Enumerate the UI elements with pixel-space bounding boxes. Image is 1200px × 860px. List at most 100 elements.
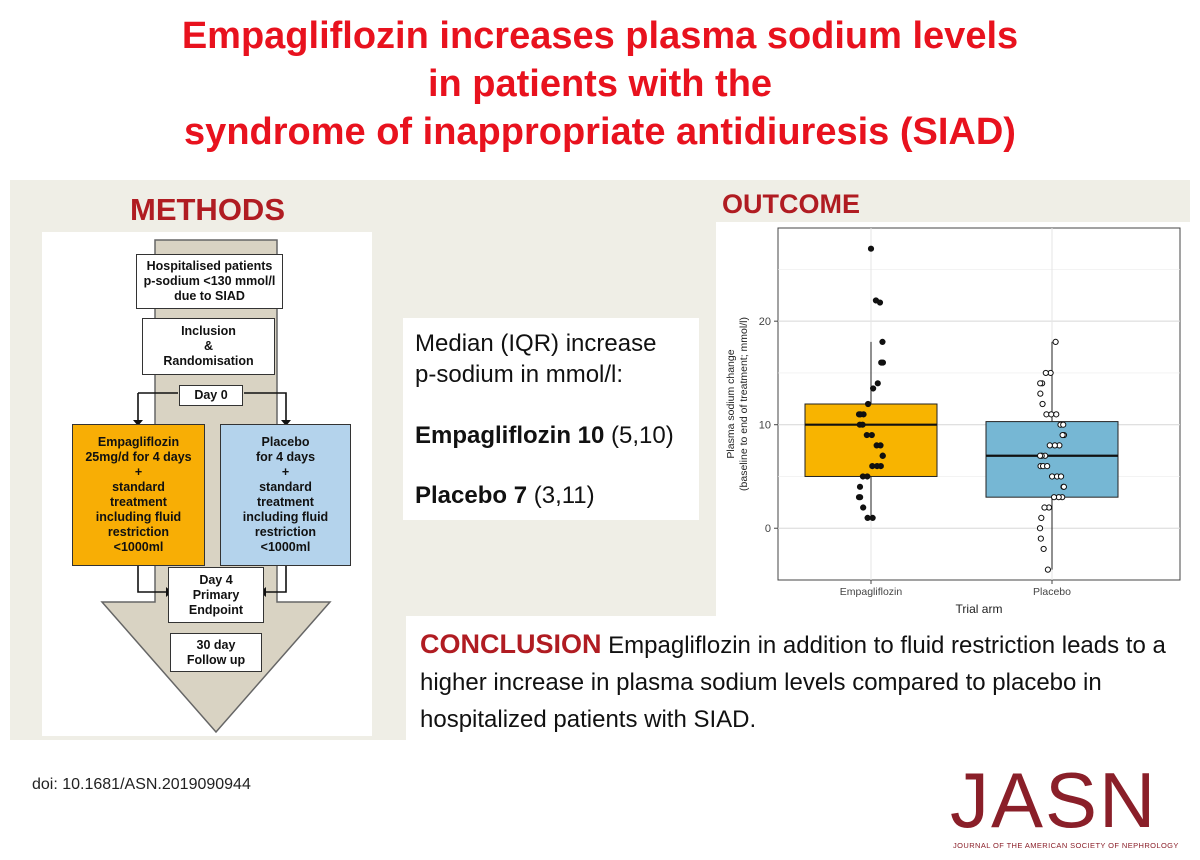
data-point [879, 338, 886, 345]
placebo-line: for 4 days [255, 450, 316, 464]
data-point [1060, 421, 1067, 428]
empa-line: Empagliflozin [97, 435, 180, 449]
followup-line: Follow up [186, 652, 246, 667]
data-point [857, 494, 864, 501]
data-point [1044, 463, 1051, 470]
doi-text: doi: 10.1681/ASN.2019090944 [32, 776, 251, 793]
placebo-line: <1000ml [260, 540, 311, 554]
data-point [864, 400, 872, 408]
data-point [859, 421, 866, 428]
empagliflozin-arm-box: Empagliflozin 25mg/d for 4 days + standa… [72, 424, 205, 566]
data-point [1036, 525, 1044, 532]
data-point [1059, 431, 1066, 439]
day4-line: Primary [192, 587, 240, 602]
data-point [869, 463, 876, 470]
data-point [1037, 380, 1044, 387]
median-heading: Median (IQR) increase p-sodium in mmol/l… [415, 328, 656, 390]
step-hospitalised-patients: Hospitalised patients p-sodium <130 mmol… [136, 254, 283, 309]
placebo-line: + [281, 465, 290, 479]
data-point [1048, 411, 1055, 418]
data-point [1037, 390, 1044, 397]
data-point [878, 359, 885, 366]
data-point [1051, 442, 1058, 449]
methods-heading: METHODS [130, 192, 285, 227]
step1-line: due to SIAD [174, 289, 245, 303]
step1-line: p-sodium <130 mmol/l [143, 274, 276, 288]
data-point [868, 431, 875, 439]
y-axis-label-line-1: Plasma sodium change [725, 349, 737, 458]
data-point [1046, 442, 1053, 449]
placebo-line: treatment [257, 495, 314, 509]
empa-line: restriction [107, 525, 170, 539]
day4-line: Endpoint [188, 602, 244, 617]
flow-connectors [137, 392, 287, 593]
data-point [1037, 535, 1044, 542]
data-point [870, 385, 877, 392]
title-line-1: Empagliflozin increases plasma sodium le… [181, 15, 1019, 57]
step-day-4-primary-endpoint: Day 4 Primary Endpoint [168, 567, 264, 623]
data-point [1057, 473, 1065, 480]
data-point [869, 514, 876, 521]
infographic-title: Empagliflozin increases plasma sodium le… [0, 12, 1200, 156]
data-point [1060, 483, 1067, 490]
boxplot-svg: 0 10 20 Empagliflozin Placebo Trial arm Plasma… [725, 227, 1181, 616]
step-inclusion-randomisation: Inclusion & Randomisation [142, 318, 275, 375]
step2-line: Inclusion [181, 324, 236, 338]
y-axis-label-line-2: (baseline to end of treatment; mmol/l) [738, 317, 750, 491]
jasn-logo-subtitle: JOURNAL OF THE AMERICAN SOCIETY OF NEPHR… [953, 841, 1179, 850]
x-tick-label: Empagliflozin [840, 586, 903, 598]
outcome-plot: 0 10 20 Empagliflozin Placebo Trial arm Plasma… [716, 222, 1190, 620]
median-placebo: Placebo 7 (3,11) [415, 482, 595, 510]
data-point [876, 299, 884, 306]
data-point [1038, 514, 1045, 521]
followup-line: 30 day [196, 637, 236, 652]
data-point [864, 514, 871, 521]
jasn-logo: JASN [950, 756, 1158, 844]
data-point [863, 431, 870, 439]
step1-line: Hospitalised patients [146, 259, 273, 273]
placebo-line: Placebo [261, 435, 310, 449]
step2-line: & [203, 339, 214, 353]
box-placebo [985, 421, 1119, 498]
title-line-2: in patients with the [427, 63, 773, 105]
median-placebo-label: Placebo 7 [415, 482, 528, 509]
data-point [856, 483, 864, 490]
data-point [1039, 400, 1046, 408]
data-point [1044, 566, 1052, 573]
y-tick-label: 0 [765, 523, 771, 535]
conclusion-panel: CONCLUSION Empagliflozin in addition to … [406, 616, 1190, 740]
x-axis-label: Trial arm [956, 602, 1003, 616]
data-point [874, 380, 881, 387]
data-point [859, 473, 867, 480]
data-point [1050, 494, 1058, 501]
outcome-heading: OUTCOME [722, 189, 860, 219]
data-point [867, 245, 875, 252]
day0-label: Day 0 [194, 388, 228, 402]
empa-line: treatment [110, 495, 167, 509]
median-placebo-iqr: (3,11) [527, 482, 595, 509]
data-point [860, 504, 867, 511]
data-point [877, 442, 884, 449]
data-point [1042, 369, 1049, 377]
data-point [1036, 452, 1044, 459]
data-point [855, 411, 863, 418]
step2-line: Randomisation [163, 354, 254, 368]
median-iqr-panel: Median (IQR) increase p-sodium in mmol/l… [403, 318, 699, 520]
data-point [1041, 504, 1048, 511]
y-tick-label: 10 [759, 420, 771, 432]
placebo-line: restriction [254, 525, 317, 539]
median-empa-iqr: (5,10) [604, 422, 674, 449]
conclusion-text: CONCLUSION Empagliflozin in addition to … [420, 626, 1180, 738]
data-point [1052, 338, 1059, 345]
step-day-0: Day 0 [179, 385, 243, 406]
empa-line: standard [112, 480, 165, 494]
empa-line: 25mg/d for 4 days [85, 450, 192, 464]
empa-line: + [134, 465, 143, 479]
placebo-line: including fluid [242, 510, 329, 524]
empa-line: <1000ml [113, 540, 164, 554]
x-tick-label: Placebo [1033, 586, 1071, 598]
data-point [1053, 411, 1060, 418]
median-empagliflozin: Empagliflozin 10 (5,10) [415, 422, 674, 450]
methods-flowchart: Hospitalised patients p-sodium <130 mmol… [42, 232, 372, 736]
y-tick-label: 20 [759, 316, 771, 328]
